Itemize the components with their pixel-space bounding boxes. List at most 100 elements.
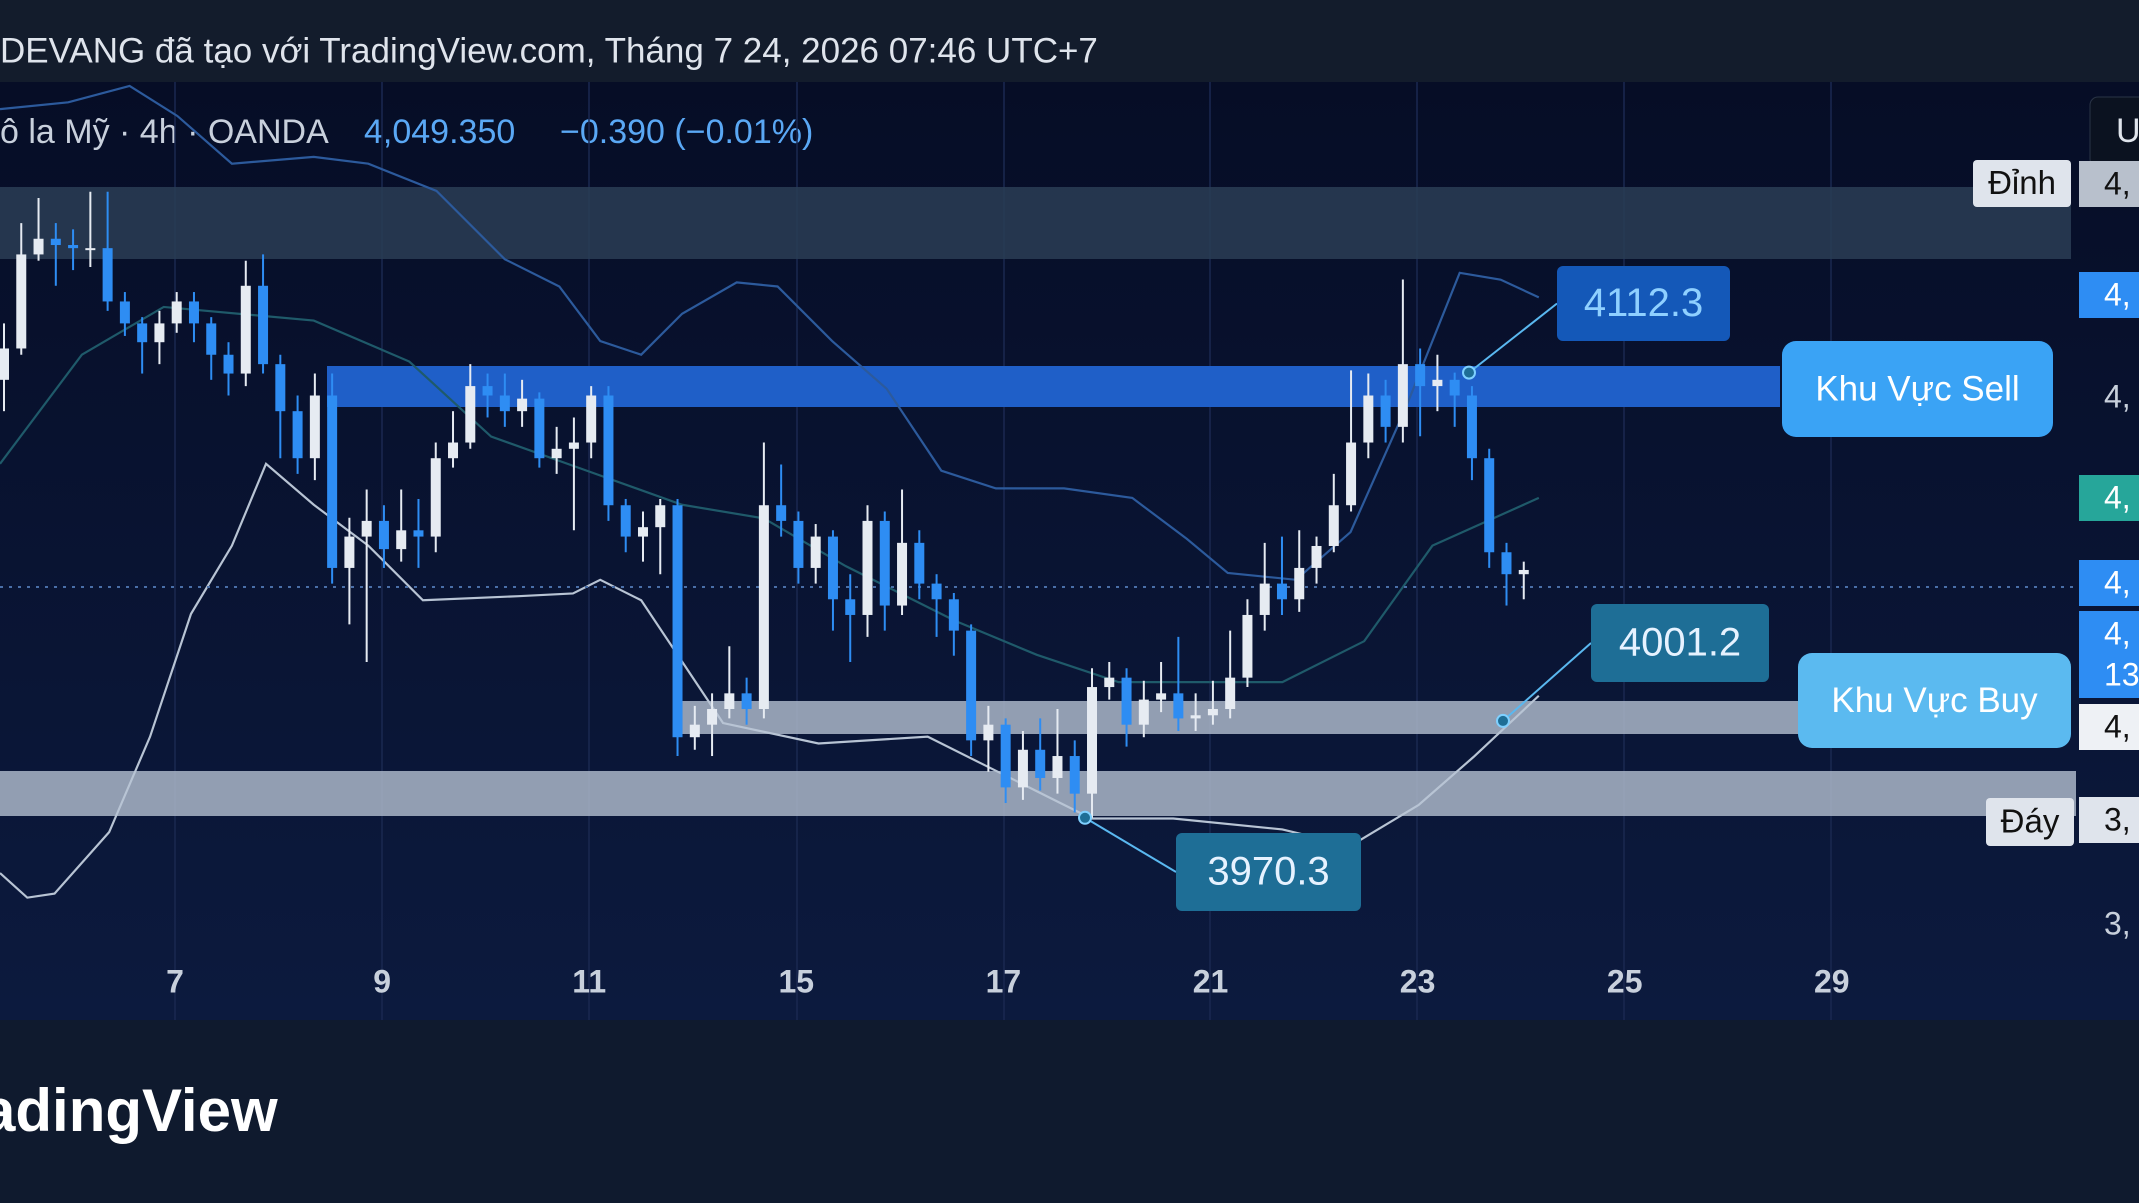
price-tag-box	[2079, 797, 2139, 843]
price-scale: Đỉnh Đáy 4, 4, 4, 4, 4, 4, 13 4, 3, 3,	[1973, 160, 2139, 941]
change: −0.390 (−0.01%)	[560, 113, 813, 151]
candle-body	[1294, 567, 1305, 600]
candle-body	[396, 530, 407, 550]
candle-body	[33, 238, 44, 255]
candle-body	[1415, 364, 1426, 387]
candle-body	[879, 520, 890, 606]
price-tag: 3,	[2104, 905, 2131, 941]
candle-body	[1242, 614, 1253, 678]
candle-body	[655, 505, 666, 528]
candle-body	[1156, 693, 1167, 700]
callout-connector	[1084, 816, 1177, 873]
candle-body	[1380, 395, 1391, 427]
candle-body	[1363, 395, 1374, 443]
candle-body	[637, 527, 648, 537]
candle-body	[1121, 677, 1132, 725]
candle-body	[1087, 687, 1098, 794]
price-tag-box	[2079, 560, 2139, 606]
x-tick-label: 9	[373, 963, 391, 999]
extreme-label: Đáy	[2001, 803, 2060, 840]
candle-body	[810, 536, 821, 568]
candle-body	[0, 348, 9, 380]
candle-body	[931, 583, 942, 600]
candle-body	[223, 354, 234, 374]
candle-body	[361, 520, 372, 537]
candle-body	[465, 386, 476, 443]
zone-label-box	[1782, 341, 2053, 437]
price-tag-box	[2079, 704, 2139, 750]
candle-body	[793, 520, 804, 568]
candles	[0, 191, 1529, 818]
candle-body	[603, 395, 614, 506]
callout-box	[1591, 604, 1769, 682]
candle-body	[1276, 583, 1287, 600]
candle-body	[1449, 379, 1460, 396]
candle-body	[309, 395, 320, 459]
resistance-band	[0, 187, 2071, 259]
x-tick-label: 11	[572, 963, 606, 999]
price-tag: 4,	[2104, 276, 2131, 312]
callout-box	[1557, 266, 1730, 341]
candle-body	[50, 238, 61, 246]
x-axis: 7 9 11 15 17 21 23 25 29	[166, 963, 1849, 999]
price-tag-box	[2079, 161, 2139, 207]
price-tag: 4,	[2104, 564, 2131, 600]
header-title: DEVANG đã tạo với TradingView.com, Tháng…	[0, 31, 1098, 70]
candle-body	[897, 542, 908, 606]
candle-body	[672, 505, 683, 738]
price-tag: 4,	[2104, 479, 2131, 515]
candle-body	[1173, 693, 1184, 719]
symbol: ô la Mỹ · 4h · OANDA	[0, 113, 329, 151]
zone-label-box	[1798, 653, 2071, 748]
candle-body	[1017, 749, 1028, 788]
candle-body	[534, 398, 545, 459]
candle-body	[1466, 395, 1477, 459]
candle-body	[68, 245, 79, 249]
candle-body	[1311, 545, 1322, 568]
price-tag: 4,	[2104, 165, 2131, 201]
candle-body	[1069, 756, 1080, 794]
price-tag-box	[2079, 652, 2139, 698]
candle-body	[378, 520, 389, 550]
candle-body	[1484, 458, 1495, 553]
candle-body	[119, 301, 130, 324]
x-tick-label: 29	[1814, 963, 1850, 999]
candle-body	[430, 458, 441, 537]
price-tag-box	[2079, 475, 2139, 521]
candle-body	[966, 630, 977, 741]
x-tick-label: 17	[986, 963, 1022, 999]
extreme-label-box	[1986, 798, 2074, 846]
candle-body	[1346, 442, 1357, 506]
candle-body	[1190, 715, 1201, 719]
logo: adingView	[0, 1077, 278, 1144]
x-tick-label: 25	[1607, 963, 1643, 999]
candle-body	[448, 442, 459, 459]
x-tick-label: 7	[166, 963, 184, 999]
price: 4,049.350	[364, 113, 515, 151]
callout-box	[1176, 833, 1361, 911]
candle-body	[1432, 379, 1443, 387]
candle-body	[776, 505, 787, 521]
candle-body	[983, 724, 994, 741]
candle-body	[188, 301, 199, 324]
callout-label: 3970.3	[1207, 850, 1329, 894]
candle-body	[1518, 569, 1529, 575]
candle-body	[827, 536, 838, 600]
price-tag: 3,	[2104, 801, 2131, 837]
candle-body	[620, 505, 631, 537]
candle-body	[275, 364, 286, 412]
zone-label: Khu Vực Sell	[1815, 369, 2019, 408]
candle-body	[1000, 724, 1011, 788]
annotations: 4112.3 4001.2 3970.3 Khu Vực Sell Khu Vực Bu…	[1078, 266, 2071, 911]
candle-body	[1259, 583, 1270, 615]
extreme-label: Đỉnh	[1988, 164, 2056, 201]
candle-body	[862, 520, 873, 615]
candle-body	[85, 248, 96, 251]
callout-point	[1496, 713, 1510, 728]
candle-body	[102, 248, 113, 302]
extreme-label-box	[1973, 160, 2071, 207]
candle-body	[206, 323, 217, 355]
candle-body	[1052, 756, 1063, 778]
x-tick-label: 15	[779, 963, 815, 999]
